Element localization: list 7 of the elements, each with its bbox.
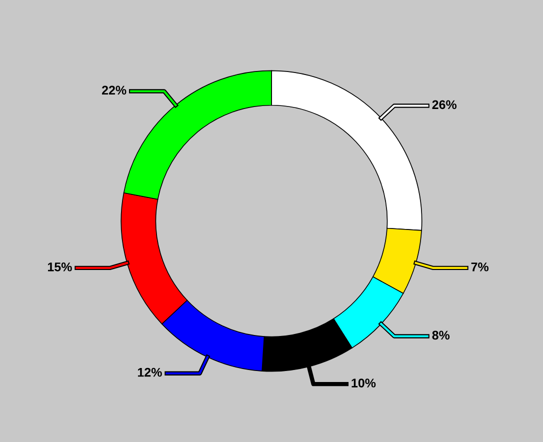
data-label: 15% (48, 262, 72, 272)
data-label: 26% (432, 100, 457, 110)
data-label: 8% (432, 330, 450, 340)
data-label: 10% (352, 378, 376, 388)
data-label: 12% (138, 368, 162, 377)
data-label: 7% (471, 262, 489, 272)
data-label: 22% (102, 86, 126, 95)
